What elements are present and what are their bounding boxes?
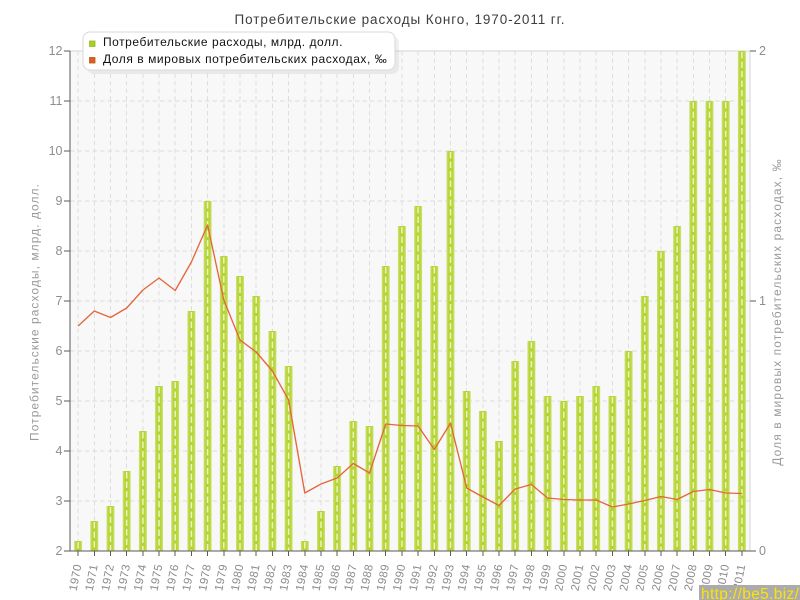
svg-text:2006: 2006 [651,563,668,592]
svg-text:2009: 2009 [699,563,716,592]
svg-text:Доля в мировых потребительских: Доля в мировых потребительских расходах,… [770,158,784,465]
svg-text:1: 1 [759,294,766,308]
svg-text:0: 0 [759,544,766,558]
svg-text:1999: 1999 [537,563,554,592]
svg-text:8: 8 [56,244,63,258]
svg-text:6: 6 [56,344,63,358]
svg-text:1984: 1984 [294,563,311,592]
svg-text:1992: 1992 [424,563,441,592]
svg-text:1994: 1994 [456,563,473,592]
svg-text:1991: 1991 [408,563,425,592]
svg-text:1977: 1977 [181,563,198,592]
svg-text:1993: 1993 [440,563,457,592]
svg-text:1971: 1971 [84,563,101,592]
svg-text:1990: 1990 [391,563,408,592]
svg-text:Потребительские расходы, млрд.: Потребительские расходы, млрд. долл. [28,183,42,441]
svg-text:2011: 2011 [732,563,749,591]
svg-text:2: 2 [759,44,766,58]
svg-text:7: 7 [56,294,63,308]
svg-text:2002: 2002 [586,563,603,592]
svg-text:Потребительские расходы Конго,: Потребительские расходы Конго, 1970-2011… [235,12,566,27]
svg-text:1996: 1996 [489,563,506,592]
svg-text:2000: 2000 [553,563,570,592]
svg-text:2008: 2008 [683,563,700,592]
svg-text:1973: 1973 [116,563,133,592]
svg-text:5: 5 [56,394,63,408]
svg-text:1995: 1995 [472,563,489,592]
svg-text:1976: 1976 [165,563,182,592]
svg-text:2003: 2003 [602,563,619,592]
svg-text:1978: 1978 [197,563,214,592]
svg-text:1987: 1987 [343,563,360,592]
svg-text:1974: 1974 [132,563,149,592]
svg-text:1986: 1986 [327,563,344,592]
svg-text:Доля в мировых потребительских: Доля в мировых потребительских расходах,… [103,52,387,66]
svg-text:Потребительские расходы, млрд.: Потребительские расходы, млрд. долл. [103,35,343,49]
svg-text:1970: 1970 [68,563,85,592]
svg-text:9: 9 [56,194,63,208]
svg-text:1988: 1988 [359,563,376,592]
svg-text:2007: 2007 [667,563,684,592]
svg-text:1989: 1989 [375,563,392,592]
svg-text:11: 11 [50,94,63,108]
svg-text:1981: 1981 [246,563,263,592]
svg-text:1972: 1972 [100,563,117,592]
svg-text:1982: 1982 [262,563,279,592]
svg-text:2010: 2010 [715,563,732,592]
svg-text:10: 10 [49,144,63,158]
svg-text:http://be5.biz/: http://be5.biz/ [701,586,800,600]
svg-text:12: 12 [49,44,63,58]
svg-text:2005: 2005 [634,563,651,592]
svg-text:1979: 1979 [213,563,230,592]
svg-text:1975: 1975 [149,563,166,592]
svg-text:2001: 2001 [570,563,587,592]
svg-text:1997: 1997 [505,563,522,592]
svg-text:3: 3 [56,494,63,508]
svg-text:2004: 2004 [618,563,635,592]
svg-text:1980: 1980 [230,563,247,592]
svg-text:2: 2 [56,544,63,558]
svg-text:1983: 1983 [278,563,295,592]
svg-text:1998: 1998 [521,563,538,592]
svg-text:4: 4 [56,444,63,458]
svg-text:1985: 1985 [311,563,328,592]
